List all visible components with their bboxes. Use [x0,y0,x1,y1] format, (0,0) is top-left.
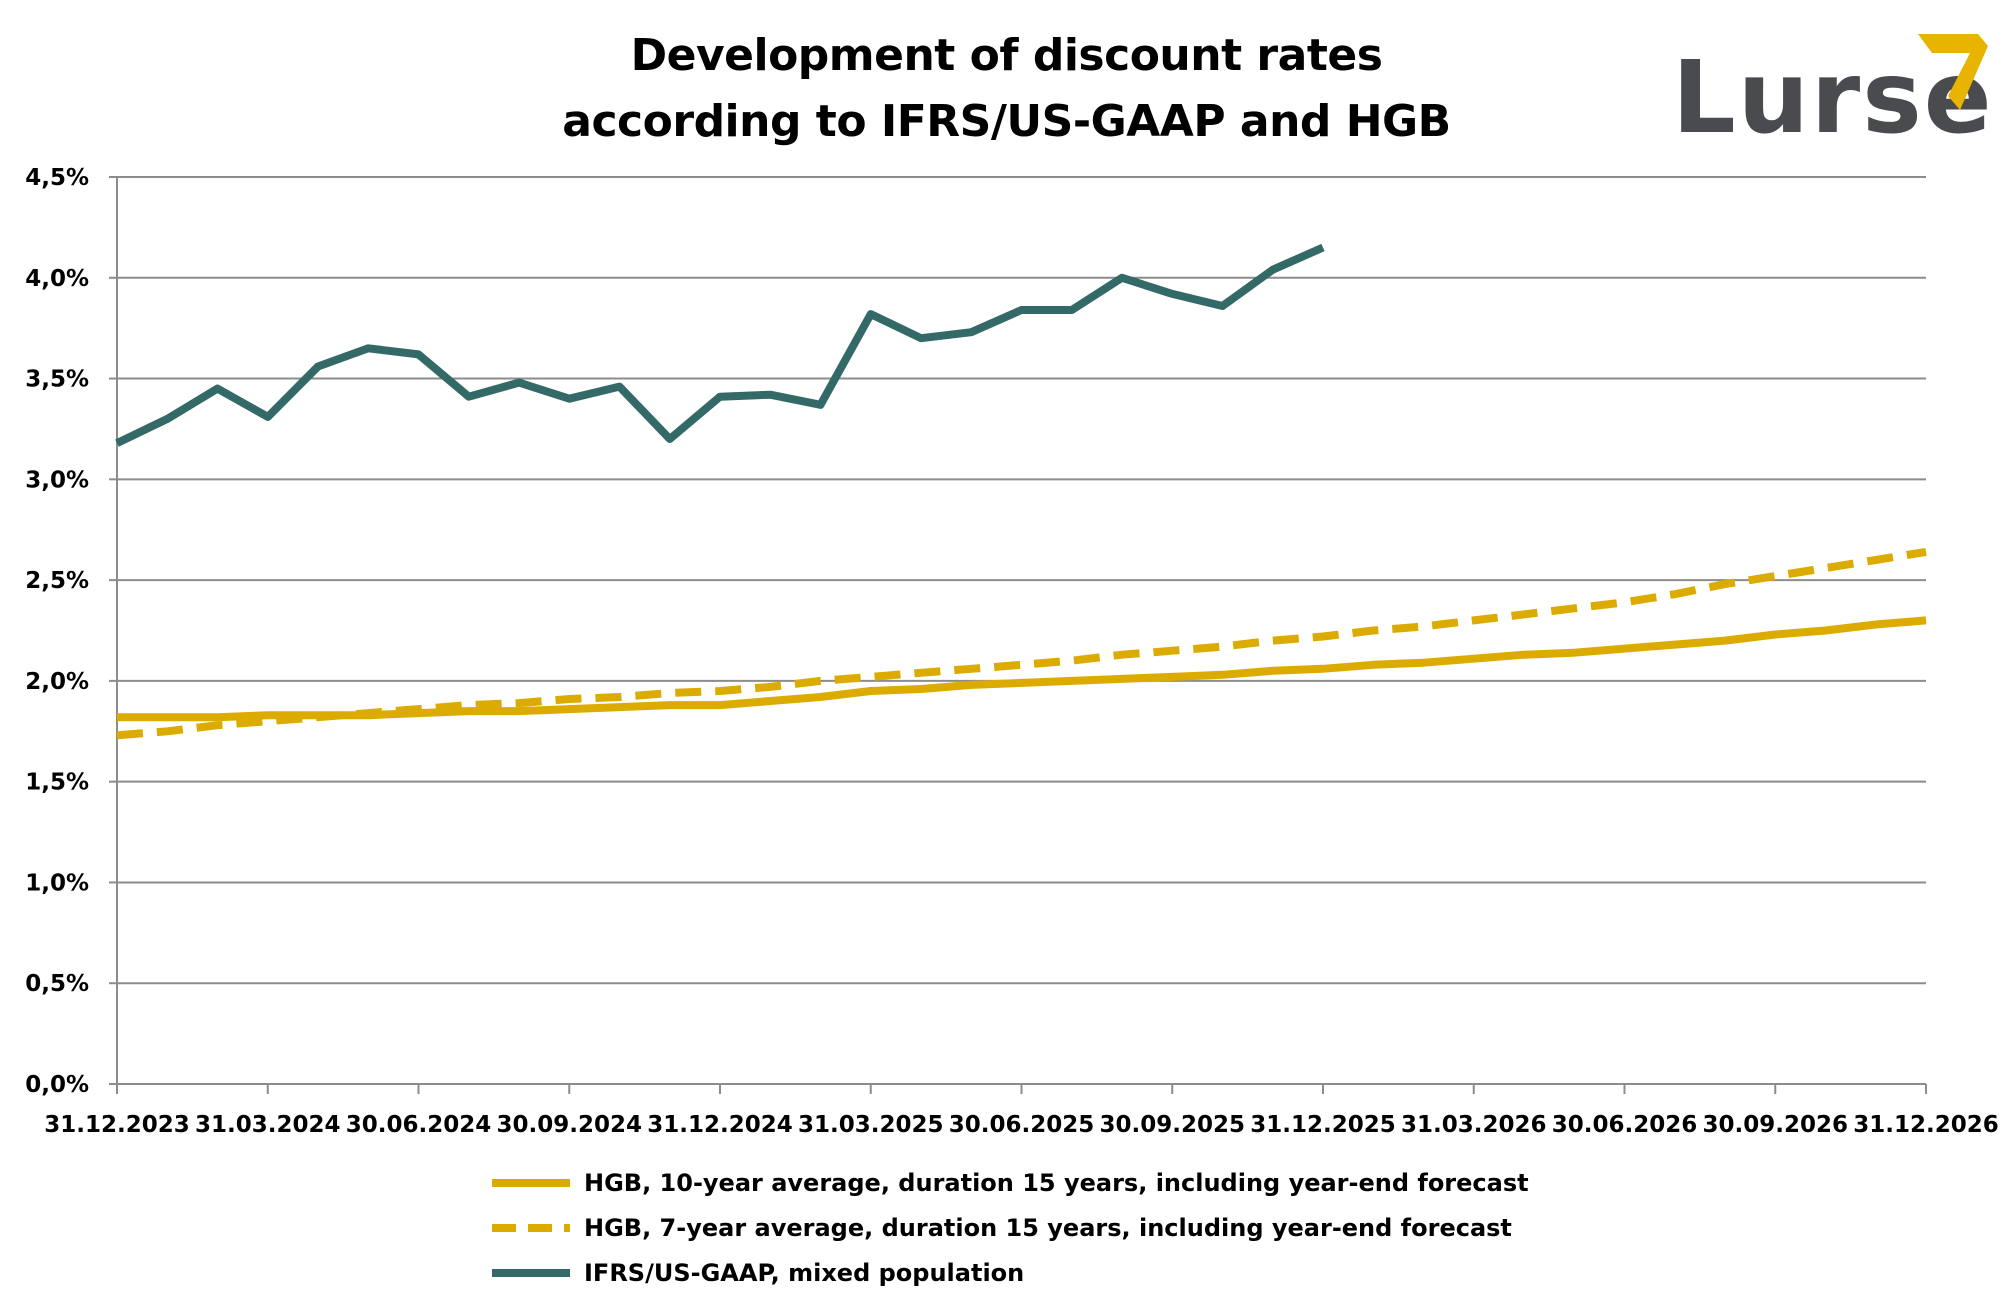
y-tick-label: 0,0% [25,1072,89,1098]
y-tick-label: 3,5% [25,367,89,393]
x-tick-label: 31.12.2024 [647,1112,793,1138]
legend-swatch-solid-yellow [492,1178,570,1187]
y-tick-label: 2,0% [25,669,89,695]
y-tick-label: 4,0% [25,266,89,292]
y-tick-label: 0,5% [25,971,89,997]
lurse-logo: Lurse [1672,34,1994,148]
legend-label: HGB, 10-year average, duration 15 years,… [584,1168,1529,1197]
logo-text: Lurse [1672,39,1994,148]
x-tick-label: 31.12.2025 [1250,1112,1396,1138]
legend-label: HGB, 7-year average, duration 15 years, … [584,1213,1512,1242]
x-tick-label: 30.09.2026 [1702,1112,1848,1138]
x-tick-label: 30.06.2026 [1552,1112,1698,1138]
y-tick-label: 3,0% [25,467,89,493]
x-tick-label: 31.12.2026 [1853,1112,1999,1138]
legend-item-hgb-7y: HGB, 7-year average, duration 15 years, … [492,1205,1529,1250]
chart-title-line-2: according to IFRS/US-GAAP and HGB [562,96,1451,147]
legend-swatch-solid-teal [492,1268,570,1277]
x-tick-label: 31.03.2026 [1401,1112,1547,1138]
y-tick-label: 1,5% [25,770,89,796]
x-tick-label: 30.09.2025 [1099,1112,1245,1138]
x-tick-label: 30.09.2024 [496,1112,642,1138]
y-tick-label: 1,0% [25,870,89,896]
legend-item-ifrs: IFRS/US-GAAP, mixed population [492,1250,1529,1295]
x-tick-label: 31.12.2023 [44,1112,190,1138]
legend-item-hgb-10y: HGB, 10-year average, duration 15 years,… [492,1160,1529,1205]
series-line-0 [117,616,1927,722]
x-tick-label: 31.03.2025 [798,1112,944,1138]
y-tick-label: 2,5% [25,568,89,594]
legend: HGB, 10-year average, duration 15 years,… [492,1160,1529,1295]
logo-chevron-icon [1918,34,1988,110]
legend-label: IFRS/US-GAAP, mixed population [584,1258,1025,1287]
y-tick-label: 4,5% [25,165,89,191]
x-tick-label: 31.03.2024 [195,1112,341,1138]
line-chart: 0,0% 0,5% 1,0% 1,5% 2,0% 2,5% 3,0% 3,5% 4,0% 4,5%… [25,165,1999,1138]
x-tick-label: 30.06.2024 [346,1112,492,1138]
x-tick-label: 30.06.2025 [949,1112,1095,1138]
legend-swatch-dashed-yellow [492,1223,570,1232]
chart-title-line-1: Development of discount rates [630,30,1383,81]
